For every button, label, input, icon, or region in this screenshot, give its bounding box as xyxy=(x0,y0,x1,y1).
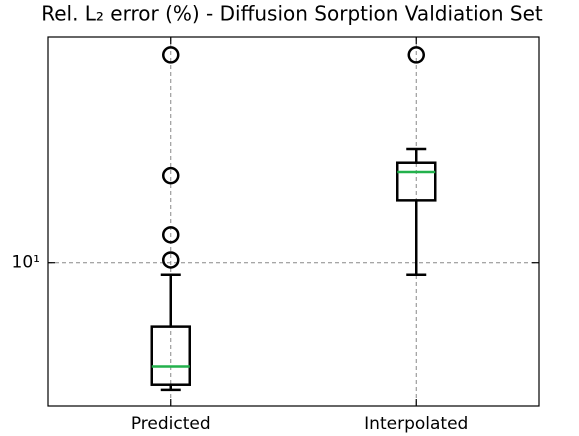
outlier xyxy=(162,226,180,244)
box xyxy=(150,325,191,386)
outlier xyxy=(162,46,180,64)
outlier xyxy=(162,251,180,269)
x-tick-label: Predicted xyxy=(131,414,211,434)
x-tick-label: Interpolated xyxy=(364,414,468,434)
chart-title: Rel. L₂ error (%) - Diffusion Sorption V… xyxy=(41,2,543,26)
plot-frame xyxy=(47,36,540,407)
outlier xyxy=(162,166,180,185)
box xyxy=(396,161,437,202)
outlier xyxy=(407,46,425,64)
y-tick-label: 10¹ xyxy=(12,253,40,273)
